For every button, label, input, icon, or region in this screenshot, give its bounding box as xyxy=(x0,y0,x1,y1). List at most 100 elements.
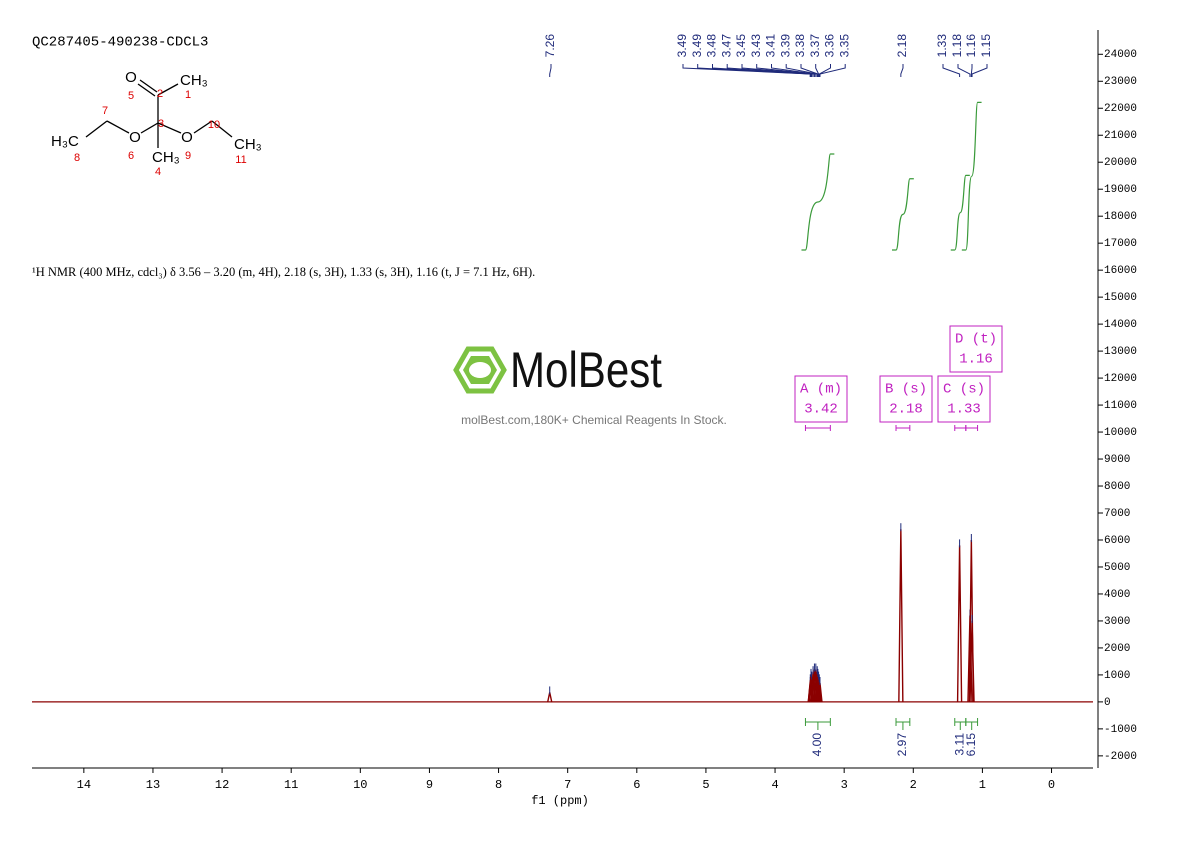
peak-leader xyxy=(818,64,831,77)
peak-leader xyxy=(712,64,812,77)
peak-leader xyxy=(800,64,819,77)
peak-leader xyxy=(900,64,904,77)
peak-label: 3.49 xyxy=(690,34,704,58)
peak-leader xyxy=(741,64,814,77)
atom: O xyxy=(181,129,193,146)
y-tick-label: 22000 xyxy=(1104,103,1137,115)
integral-label: 3.11 xyxy=(952,733,966,756)
atom: CH₃ xyxy=(234,136,262,153)
peak-label: 3.41 xyxy=(764,34,778,58)
x-tick-label: 14 xyxy=(77,778,91,792)
x-tick-label: 3 xyxy=(841,778,848,792)
x-tick-label: 0 xyxy=(1048,778,1055,792)
multiplet-label: C (s) xyxy=(943,382,985,398)
y-tick-label: 3000 xyxy=(1104,616,1130,628)
atom-number: 7 xyxy=(102,105,108,117)
peak-leader xyxy=(970,64,973,77)
multiplet-range xyxy=(965,425,979,431)
y-tick-label: 21000 xyxy=(1104,130,1137,142)
x-tick-label: 12 xyxy=(215,778,229,792)
atom-number: 1 xyxy=(185,89,191,101)
y-tick-label: 2000 xyxy=(1104,643,1130,655)
integral-label: 2.97 xyxy=(895,733,909,757)
peak-leader xyxy=(971,64,988,77)
multiplet-shift: 1.16 xyxy=(959,352,993,368)
integral-bracket xyxy=(895,718,911,730)
x-tick-label: 6 xyxy=(633,778,640,792)
y-tick-label: 24000 xyxy=(1104,49,1137,61)
peak-label: 3.48 xyxy=(705,34,719,58)
y-tick-label: 6000 xyxy=(1104,535,1130,547)
y-tick-label: 17000 xyxy=(1104,238,1137,250)
peak-leader xyxy=(549,64,552,77)
atom: CH₃ xyxy=(180,72,208,89)
y-tick-label: -1000 xyxy=(1104,724,1137,736)
y-tick-label: 20000 xyxy=(1104,157,1137,169)
logo-ring xyxy=(469,362,491,378)
logo-hexagon xyxy=(453,346,507,394)
x-tick-label: 7 xyxy=(564,778,571,792)
peak-leader xyxy=(819,64,846,77)
peak-leader xyxy=(771,64,817,77)
peak-label: 3.47 xyxy=(719,34,733,58)
y-tick-label: 5000 xyxy=(1104,562,1130,574)
y-tick-label: 14000 xyxy=(1104,319,1137,331)
multiplet-label: D (t) xyxy=(955,332,997,348)
x-tick-label: 9 xyxy=(426,778,433,792)
x-tick-label: 4 xyxy=(771,778,778,792)
integral-bracket xyxy=(954,718,967,730)
atom-number: 2 xyxy=(157,88,163,100)
y-tick-label: 18000 xyxy=(1104,211,1137,223)
peak-label: 3.38 xyxy=(793,34,807,58)
multiplet-box xyxy=(794,375,848,423)
x-axis-label: f1 (ppm) xyxy=(531,794,589,808)
multiplet-box xyxy=(949,325,1003,373)
peak-label: 3.43 xyxy=(749,34,763,58)
atom: CH₃ xyxy=(152,149,180,166)
integral-curve xyxy=(961,101,982,251)
peak-label: 3.35 xyxy=(837,34,851,58)
atom: O xyxy=(129,129,141,146)
x-tick-label: 11 xyxy=(284,778,298,792)
integral-curve xyxy=(892,178,914,251)
peak-leader xyxy=(756,64,815,77)
peak-label: 3.36 xyxy=(823,34,837,58)
multiplet-shift: 3.42 xyxy=(804,402,838,418)
y-tick-label: 23000 xyxy=(1104,76,1137,88)
peak-label: 3.45 xyxy=(734,34,748,58)
peak-label: 3.49 xyxy=(675,34,689,58)
integral-curve xyxy=(950,174,970,251)
peak-leader xyxy=(957,64,971,77)
multiplet-range xyxy=(954,425,967,431)
integral-bracket xyxy=(804,718,831,730)
multiplet-shift: 1.33 xyxy=(947,402,981,418)
y-tick-label: 19000 xyxy=(1104,184,1137,196)
peak-leader xyxy=(942,64,961,77)
peak-label: 1.15 xyxy=(979,34,993,58)
peak-label: 7.26 xyxy=(543,34,557,58)
multiplet-box xyxy=(937,375,991,423)
x-tick-label: 13 xyxy=(146,778,160,792)
integral-label: 6.15 xyxy=(964,733,978,757)
integral-bracket xyxy=(965,718,979,730)
y-tick-label: 7000 xyxy=(1104,508,1130,520)
brand: MolBest xyxy=(510,342,662,398)
atom-number: 11 xyxy=(235,154,246,166)
multiplet-range xyxy=(804,425,831,431)
chart-title: QC287405-490238-CDCL3 xyxy=(32,35,208,51)
y-tick-label: 9000 xyxy=(1104,454,1130,466)
y-tick-label: 8000 xyxy=(1104,481,1130,493)
y-tick-label: 0 xyxy=(1104,697,1111,709)
y-tick-label: -2000 xyxy=(1104,751,1137,763)
atom-number: 4 xyxy=(155,166,161,178)
peak-label: 2.18 xyxy=(895,34,909,58)
peak xyxy=(898,529,904,702)
peak-label: 3.39 xyxy=(778,34,792,58)
y-tick-label: 15000 xyxy=(1104,292,1137,304)
watermark: MolBest molBest.com,180K+ Chemical Reage… xyxy=(453,342,727,427)
y-tick-label: 4000 xyxy=(1104,589,1130,601)
x-tick-label: 5 xyxy=(702,778,709,792)
